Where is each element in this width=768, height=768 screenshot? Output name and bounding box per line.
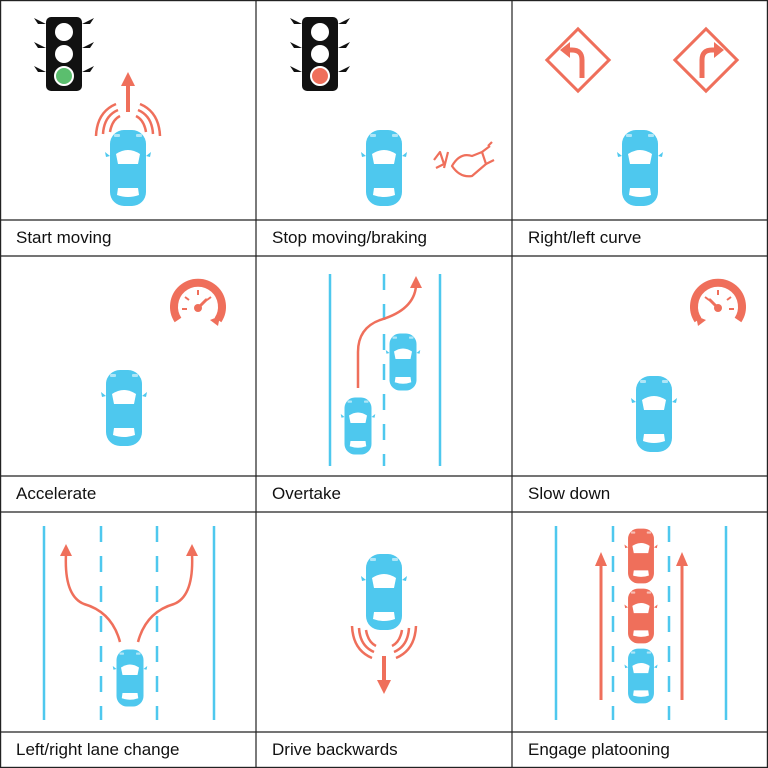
traffic-light-red-icon [290,17,350,91]
car-icon [624,648,658,704]
cell-label: Right/left curve [528,228,642,247]
cell-platooning: Engage platooning [512,512,768,768]
car-icon [105,130,151,206]
car-icon [361,554,407,630]
cell-label: Accelerate [16,484,97,503]
lane-change-arrows-icon [60,544,198,643]
car-icon [340,397,376,455]
right-curve-sign-icon [672,26,740,94]
cell-stop-moving: Stop moving/braking [256,0,512,256]
cell-overtake: Overtake [256,256,512,512]
car-icon [624,588,658,644]
car-icon [624,528,658,584]
cell-label: Engage platooning [528,740,670,759]
cell-label: Slow down [528,484,611,503]
car-icon [617,130,663,206]
speedometer-icon [694,283,742,326]
car-icon [112,649,148,707]
traffic-light-green-icon [34,17,94,91]
cell-slow-down: Slow down [512,256,768,512]
cell-label: Overtake [272,484,341,503]
cell-accelerate: Accelerate [0,256,256,512]
foot-brake-icon [433,141,495,178]
speedometer-icon [174,283,222,326]
cell-drive-backwards: Drive backwards [256,512,512,768]
arrow-down-icon [377,656,391,694]
car-icon [101,370,147,446]
signal-waves-icon [350,625,418,660]
cell-label: Drive backwards [272,740,398,759]
arrow-up-icon [121,72,135,112]
car-icon [631,376,677,452]
car-icon [361,130,407,206]
car-icon [385,333,421,391]
cell-label: Stop moving/braking [272,228,427,247]
cell-label: Start moving [16,228,112,247]
cell-curve: Right/left curve [512,0,768,256]
cell-label: Left/right lane change [16,740,180,759]
cell-start-moving: Start moving [0,0,256,256]
left-curve-sign-icon [544,26,612,94]
cell-lane-change: Left/right lane change [0,512,256,768]
